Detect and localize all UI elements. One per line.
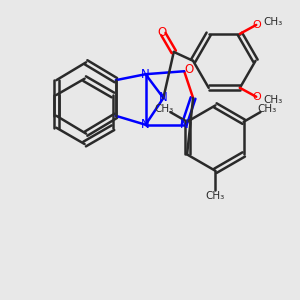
Text: N: N bbox=[141, 68, 150, 81]
Text: O: O bbox=[184, 63, 193, 76]
Text: CH₃: CH₃ bbox=[263, 95, 282, 105]
Text: CH₃: CH₃ bbox=[206, 191, 225, 201]
Text: CH₃: CH₃ bbox=[154, 104, 173, 114]
Text: N: N bbox=[159, 92, 168, 104]
Text: CH₃: CH₃ bbox=[263, 17, 282, 27]
Text: O: O bbox=[252, 92, 261, 102]
Text: N: N bbox=[180, 118, 189, 131]
Text: O: O bbox=[157, 26, 167, 39]
Text: N: N bbox=[141, 118, 150, 131]
Text: CH₃: CH₃ bbox=[257, 104, 277, 114]
Text: O: O bbox=[252, 20, 261, 30]
